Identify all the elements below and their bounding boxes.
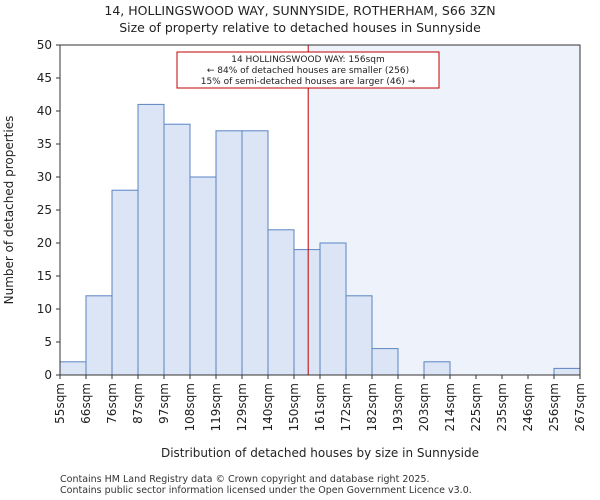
bar-7 [241,130,269,376]
chart-title: 14, HOLLINGSWOOD WAY, SUNNYSIDE, ROTHERH… [104,3,496,18]
y-tick-label-3: 15 [37,269,52,283]
annotation-line-2: ← 84% of detached houses are smaller (25… [207,66,409,76]
x-axis: 55sqm 66sqm 76sqm 87sqm 97sqm 108sqm 119sqm 129… [53,375,587,431]
bar-19 [553,367,581,376]
x-tick-label-12: 182sqm [365,383,379,431]
x-tick-label-15: 214sqm [443,383,457,431]
y-tick-label-2: 10 [37,302,52,316]
bar-3 [137,103,165,376]
bar-2 [111,189,139,376]
footer-line-2: Contains public sector information licen… [60,485,472,496]
annotation-border [176,51,440,89]
x-tick-label-4: 97sqm [157,383,171,424]
bar-6 [215,130,243,376]
x-axis-label: Distribution of detached houses by size … [161,446,479,460]
bar-9 [293,249,321,376]
plot-frame [59,44,581,376]
bar-12 [371,348,399,376]
y-tick-label-5: 25 [37,203,52,217]
bar-4 [163,123,191,376]
annotation-box: 14 HOLLINGSWOOD WAY: 156sqm ← 84% of det… [176,51,440,89]
y-tick-label-1: 5 [44,335,52,349]
x-tick-label-10: 161sqm [313,383,327,431]
y-axis-label: Number of detached properties [2,116,16,305]
annotation-line-1: 14 HOLLINGSWOOD WAY: 156sqm [231,55,385,65]
bars-group [59,103,581,376]
chart-subtitle: Size of property relative to detached ho… [119,20,481,35]
x-tick-label-8: 140sqm [261,383,275,431]
x-tick-label-16: 225sqm [469,383,483,431]
x-tick-label-19: 256sqm [547,383,561,431]
x-tick-label-14: 203sqm [417,383,431,431]
x-tick-label-9: 150sqm [287,383,301,431]
y-axis: 0 5 10 15 20 25 30 35 40 45 50 [37,38,60,382]
y-tick-label-10: 50 [37,38,52,52]
x-tick-label-0: 55sqm [53,383,67,424]
x-tick-label-17: 235sqm [495,383,509,431]
y-tick-label-9: 45 [37,71,52,85]
y-tick-label-8: 40 [37,104,52,118]
y-tick-label-4: 20 [37,236,52,250]
x-tick-label-13: 193sqm [391,383,405,431]
x-tick-label-3: 87sqm [131,383,145,424]
bar-8 [267,229,295,376]
x-tick-label-2: 76sqm [105,383,119,424]
x-tick-label-1: 66sqm [79,383,93,424]
bar-0 [59,361,87,376]
bar-11 [345,295,373,376]
x-tick-label-5: 108sqm [183,383,197,431]
bar-10 [319,242,347,376]
bar-1 [85,295,113,376]
x-tick-label-11: 172sqm [339,383,353,431]
x-tick-label-18: 246sqm [521,383,535,431]
bar-5 [189,176,217,376]
x-tick-label-7: 129sqm [235,383,249,431]
bar-14 [423,361,451,376]
y-tick-label-7: 35 [37,137,52,151]
y-tick-label-6: 30 [37,170,52,184]
y-tick-label-0: 0 [44,368,52,382]
x-tick-label-20: 267sqm [573,383,587,431]
footer-line-1: Contains HM Land Registry data © Crown c… [60,474,430,485]
x-tick-label-6: 119sqm [209,383,223,431]
annotation-line-3: 15% of semi-detached houses are larger (… [201,77,416,87]
